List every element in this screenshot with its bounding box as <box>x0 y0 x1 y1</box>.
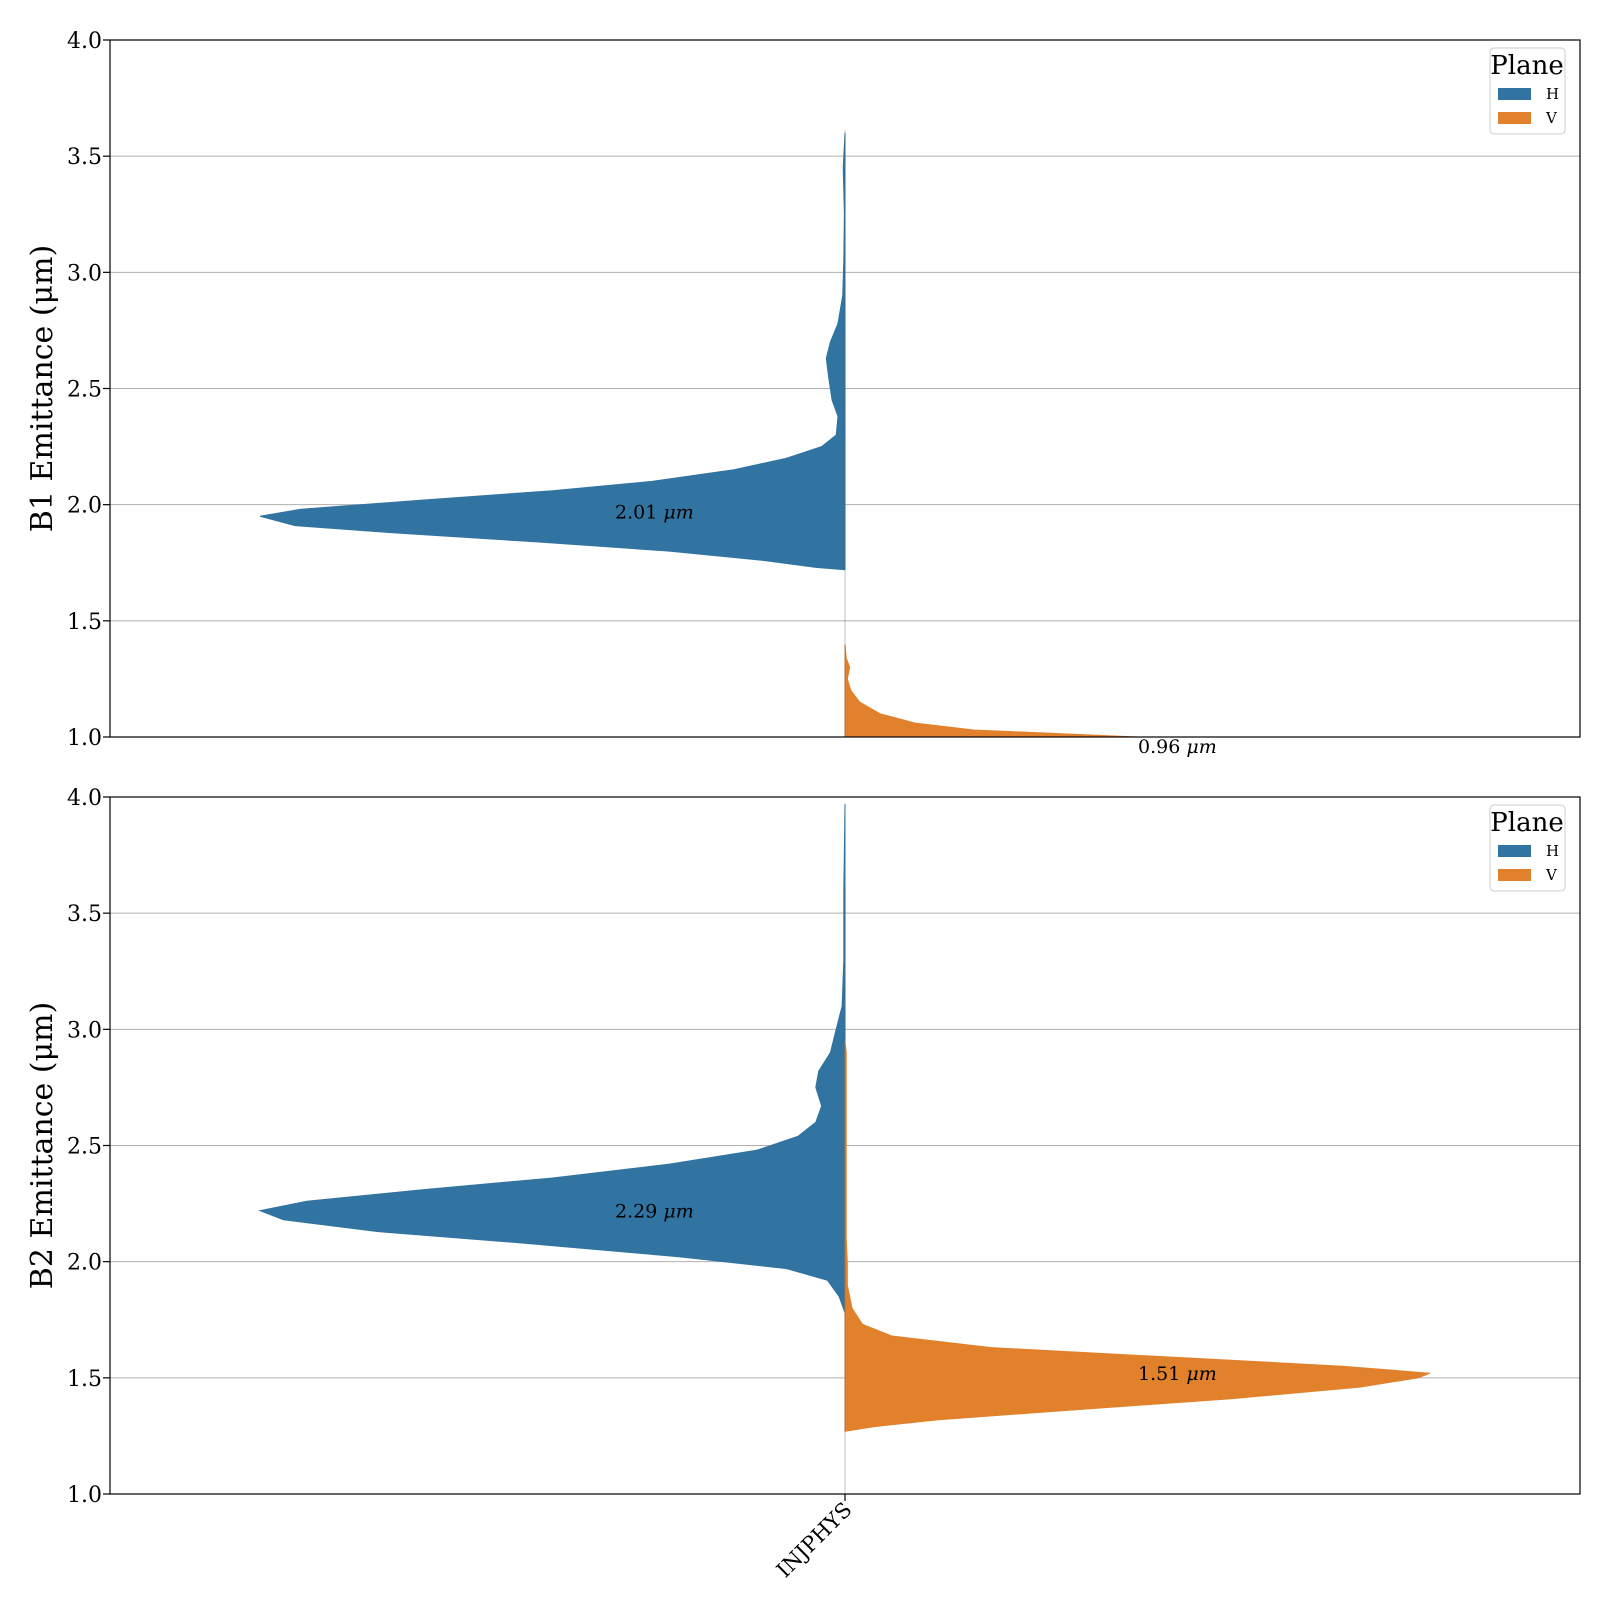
y-tick-label: 3.5 <box>67 902 102 927</box>
violin-h <box>258 803 846 1313</box>
y-tick-label: 1.0 <box>67 1483 102 1508</box>
median-label-h: 2.29 μm <box>615 1201 694 1223</box>
y-tick-label: 3.0 <box>67 1018 102 1043</box>
legend: Plane HV <box>1489 804 1566 892</box>
y-tick-label: 4.0 <box>67 29 102 54</box>
y-tick-label: 2.0 <box>67 494 102 519</box>
y-axis-label: B1 Emittance (μm) <box>25 245 60 532</box>
y-tick-label: 2.5 <box>67 1135 102 1160</box>
median-label-v: 1.51 μm <box>1138 1363 1217 1385</box>
y-tick-label: 2.5 <box>67 378 102 403</box>
violin-v <box>844 1040 1431 1432</box>
legend-label-v: V <box>1545 109 1558 127</box>
violin-h <box>259 132 846 571</box>
y-tick-label: 3.0 <box>67 261 102 286</box>
axes-frame <box>109 39 1581 738</box>
y-tick-label: 3.5 <box>67 145 102 170</box>
y-axis-label: B2 Emittance (μm) <box>25 1002 60 1289</box>
median-label-h: 2.01 μm <box>615 501 694 523</box>
legend: Plane HV <box>1489 47 1566 135</box>
plot-area <box>259 130 1138 737</box>
legend-swatch-h <box>1498 88 1531 100</box>
y-tick-label: 2.0 <box>67 1251 102 1276</box>
legend-title: Plane <box>1490 51 1563 81</box>
legend-swatch-v <box>1498 869 1531 881</box>
legend-swatch-v <box>1498 112 1531 124</box>
violin-v <box>844 644 1138 737</box>
subplot-b2: 1.0 1.5 2.0 2.5 3.0 3.5 4.0 2.29 μm 1.51 μm B2 Em… <box>25 786 1581 1508</box>
legend-title: Plane <box>1490 808 1563 838</box>
legend-label-h: H <box>1546 85 1559 103</box>
y-tick-label: 4.0 <box>67 786 102 811</box>
y-tick-label: 1.5 <box>67 610 102 635</box>
legend-label-v: V <box>1545 866 1558 884</box>
subplot-b1: 1.0 1.5 2.0 2.5 3.0 3.5 4.0 2.01 μm 0.96 μm B1 Em… <box>25 29 1581 758</box>
plot-area <box>258 803 1431 1494</box>
y-tick-label: 1.5 <box>67 1367 102 1392</box>
x-tick-label: INJPHYS <box>772 1498 857 1583</box>
legend-label-h: H <box>1546 842 1559 860</box>
x-axis: INJPHYS <box>772 1494 857 1582</box>
legend-swatch-h <box>1498 845 1531 857</box>
y-tick-label: 1.0 <box>67 726 102 751</box>
median-label-v: 0.96 μm <box>1138 736 1217 758</box>
